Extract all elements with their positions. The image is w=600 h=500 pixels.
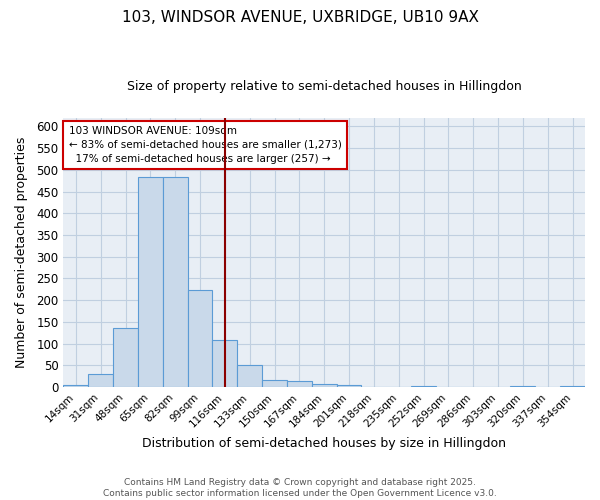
Bar bbox=[511, 386, 535, 387]
Title: Size of property relative to semi-detached houses in Hillingdon: Size of property relative to semi-detach… bbox=[127, 80, 521, 93]
Bar bbox=[312, 384, 337, 387]
Bar bbox=[88, 374, 113, 387]
Text: 103 WINDSOR AVENUE: 109sqm
← 83% of semi-detached houses are smaller (1,273)
  1: 103 WINDSOR AVENUE: 109sqm ← 83% of semi… bbox=[68, 126, 341, 164]
Bar bbox=[138, 177, 163, 387]
X-axis label: Distribution of semi-detached houses by size in Hillingdon: Distribution of semi-detached houses by … bbox=[142, 437, 506, 450]
Bar bbox=[560, 386, 585, 387]
Text: Contains HM Land Registry data © Crown copyright and database right 2025.
Contai: Contains HM Land Registry data © Crown c… bbox=[103, 478, 497, 498]
Bar bbox=[262, 380, 287, 387]
Bar bbox=[188, 290, 212, 387]
Bar bbox=[287, 381, 312, 387]
Bar bbox=[237, 365, 262, 387]
Bar bbox=[411, 386, 436, 387]
Bar bbox=[337, 385, 361, 387]
Bar bbox=[64, 385, 88, 387]
Bar bbox=[113, 328, 138, 387]
Bar bbox=[212, 340, 237, 387]
Bar bbox=[163, 177, 188, 387]
Text: 103, WINDSOR AVENUE, UXBRIDGE, UB10 9AX: 103, WINDSOR AVENUE, UXBRIDGE, UB10 9AX bbox=[121, 10, 479, 25]
Y-axis label: Number of semi-detached properties: Number of semi-detached properties bbox=[15, 136, 28, 368]
